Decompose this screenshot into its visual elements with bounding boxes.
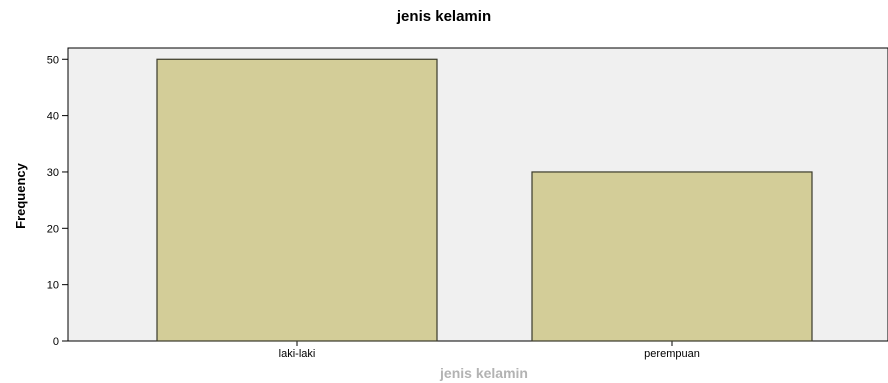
y-axis: 0 10 20 30 40 50 (47, 54, 68, 348)
chart-title: jenis kelamin (396, 8, 491, 25)
y-axis-title: Frequency (13, 162, 28, 229)
y-tick-label: 20 (47, 223, 59, 235)
y-tick-label: 30 (47, 167, 59, 179)
y-tick-label: 0 (53, 336, 59, 348)
x-axis-title: jenis kelamin (439, 365, 528, 381)
y-tick-label: 40 (47, 111, 59, 123)
x-tick-label: perempuan (644, 348, 700, 360)
bars-group (156, 58, 813, 342)
bar-perempuan (531, 171, 813, 342)
y-tick-label: 10 (47, 280, 59, 292)
x-tick-label: laki-laki (279, 348, 316, 360)
bar-laki-laki (156, 58, 438, 342)
x-axis: laki-laki perempuan (279, 341, 700, 360)
y-tick-label: 50 (47, 54, 59, 66)
